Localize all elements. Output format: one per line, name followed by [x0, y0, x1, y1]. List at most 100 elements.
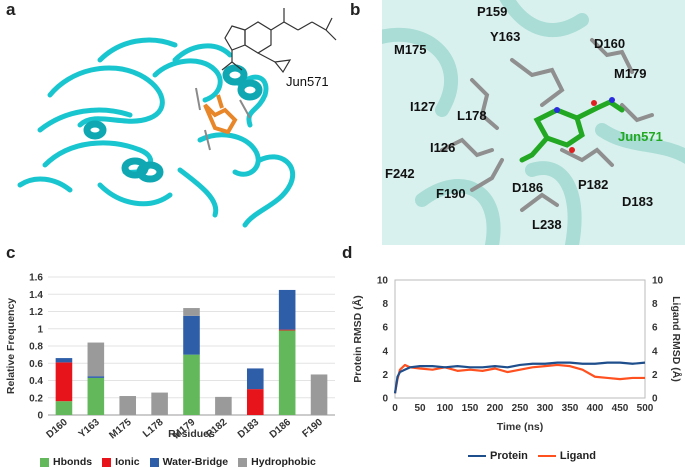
- ligand-label: Jun571: [618, 129, 663, 144]
- residue-label: P159: [477, 4, 508, 19]
- protein-ribbon-illustration: [17, 8, 337, 228]
- compound-label: Jun571: [286, 74, 329, 89]
- series-line-ligand: [393, 363, 645, 394]
- ligand-sticks: [203, 94, 238, 135]
- y-tick-label: 0: [37, 411, 43, 422]
- residue-label: F242: [385, 166, 415, 181]
- y-tick-label: 0.6: [29, 359, 43, 370]
- x-tick-label: D183: [236, 417, 262, 441]
- residue-label: I127: [410, 99, 436, 114]
- legend-swatch: [238, 457, 248, 467]
- y-tick-label: 0.4: [29, 376, 43, 387]
- residue-label: D186: [512, 180, 544, 195]
- x-axis-title: Residues: [168, 428, 215, 440]
- chart-d-legend: Protein Ligand: [468, 450, 596, 462]
- residue-label: L238: [532, 217, 562, 232]
- residue-label: M179: [614, 66, 647, 81]
- bar-segment-hydrophobic: [87, 342, 105, 377]
- x-tick-label: 450: [612, 403, 629, 414]
- y-left-tick-label: 2: [382, 370, 388, 381]
- bar-segment-water-bridge: [278, 289, 296, 330]
- y-left-tick-label: 4: [382, 346, 388, 357]
- panel-a-protein-structure: Jun571: [0, 0, 345, 240]
- bar-segment-hydrophobic: [215, 396, 232, 415]
- x-tick-label: 500: [637, 403, 654, 414]
- legend-line: [537, 455, 556, 458]
- y-right-axis-title: Ligand RMSD (Å): [670, 296, 683, 382]
- bar-segment-water-bridge: [87, 376, 105, 378]
- x-tick-label: 50: [414, 403, 426, 414]
- x-tick-label: 150: [462, 403, 479, 414]
- y-tick-label: 1.2: [29, 307, 43, 318]
- panel-c-label: c: [6, 243, 16, 262]
- bar-segment-hbonds: [278, 330, 296, 415]
- legend-swatch: [40, 457, 49, 467]
- y-left-tick-label: 0: [382, 394, 388, 405]
- y-right-tick-label: 0: [652, 394, 658, 405]
- y-right-tick-label: 4: [652, 346, 658, 357]
- x-tick-label: D160: [44, 417, 70, 441]
- legend-line: [468, 455, 486, 458]
- bar-segment-water-bridge: [246, 368, 264, 390]
- bar-segment-hydrophobic: [151, 392, 168, 415]
- residue-label: D183: [622, 194, 654, 209]
- panel-b-label: b: [350, 0, 361, 19]
- panel-d-label: d: [342, 243, 353, 262]
- residue-label: I126: [430, 140, 456, 155]
- y-axis-title: Relative Frequency: [5, 298, 17, 394]
- bar-segment-hydrophobic: [183, 308, 200, 316]
- y-right-tick-label: 2: [652, 370, 658, 381]
- bar-segment-hydrophobic: [310, 374, 328, 415]
- y-right-tick-label: 6: [652, 323, 658, 334]
- x-tick-label: 350: [562, 403, 579, 414]
- bar-segment-hydrophobic: [119, 396, 137, 415]
- legend-item-water-bridge: Water-Bridge: [149, 456, 228, 468]
- legend-swatch: [149, 457, 159, 467]
- y-left-axis-title: Protein RMSD (Å): [351, 295, 364, 383]
- x-tick-label: D186: [268, 417, 294, 441]
- y-left-tick-label: 6: [382, 323, 388, 334]
- y-right-tick-label: 10: [652, 276, 664, 287]
- rmsd-chart: 0 02 24 46 68 810 100 50 100 150 200 250 300 350 400 45…: [351, 276, 683, 434]
- x-tick-label: F190: [300, 417, 325, 440]
- y-left-tick-label: 8: [382, 299, 388, 310]
- bar-segment-ionic: [55, 362, 73, 402]
- x-tick-label: L178: [141, 417, 166, 440]
- residue-label: F190: [436, 186, 466, 201]
- chart-c-legend: Hbonds Ionic Water-Bridge Hydrophobic: [40, 456, 316, 468]
- panel-b-binding-pocket: P159 Y163 D160 M175 M179 I127 L178 Jun57…: [382, 0, 685, 245]
- binding-pocket-illustration: [382, 0, 685, 245]
- x-tick-label: M175: [107, 417, 134, 442]
- x-tick-label: 400: [587, 403, 604, 414]
- residue-label: M175: [394, 42, 427, 57]
- y-right-tick-label: 8: [652, 299, 658, 310]
- residue-label: P182: [578, 177, 609, 192]
- legend-item-protein: Protein: [468, 450, 528, 462]
- bar-segment-water-bridge: [183, 315, 200, 355]
- bar-segment-water-bridge: [55, 358, 73, 363]
- x-tick-label: 300: [537, 403, 554, 414]
- y-tick-label: 1: [37, 324, 43, 335]
- residue-label: Y163: [490, 29, 521, 44]
- y-tick-label: 0.8: [29, 342, 43, 353]
- bar-segment-hbonds: [183, 354, 200, 415]
- bar-segment-ionic: [246, 389, 264, 415]
- legend-item-hydrophobic: Hydrophobic: [238, 456, 316, 468]
- x-tick-label: 250: [512, 403, 529, 414]
- y-tick-label: 0.2: [29, 393, 43, 404]
- x-tick-label: 0: [392, 403, 398, 414]
- plot-frame: [394, 279, 646, 399]
- legend-swatch: [102, 457, 112, 467]
- residue-label: L178: [457, 108, 487, 123]
- bar-segment-hbonds: [55, 401, 73, 415]
- series-line-protein: [393, 361, 646, 394]
- x-tick-label: Y163: [77, 417, 102, 441]
- x-axis-title: Time (ns): [497, 421, 543, 433]
- panel-a-label: a: [6, 0, 16, 19]
- y-tick-label: 1.4: [29, 290, 43, 301]
- legend-item-ionic: Ionic: [102, 456, 140, 468]
- legend-item-ligand: Ligand: [537, 450, 596, 462]
- x-tick-label: 100: [437, 403, 454, 414]
- bar-segment-hbonds: [87, 377, 105, 415]
